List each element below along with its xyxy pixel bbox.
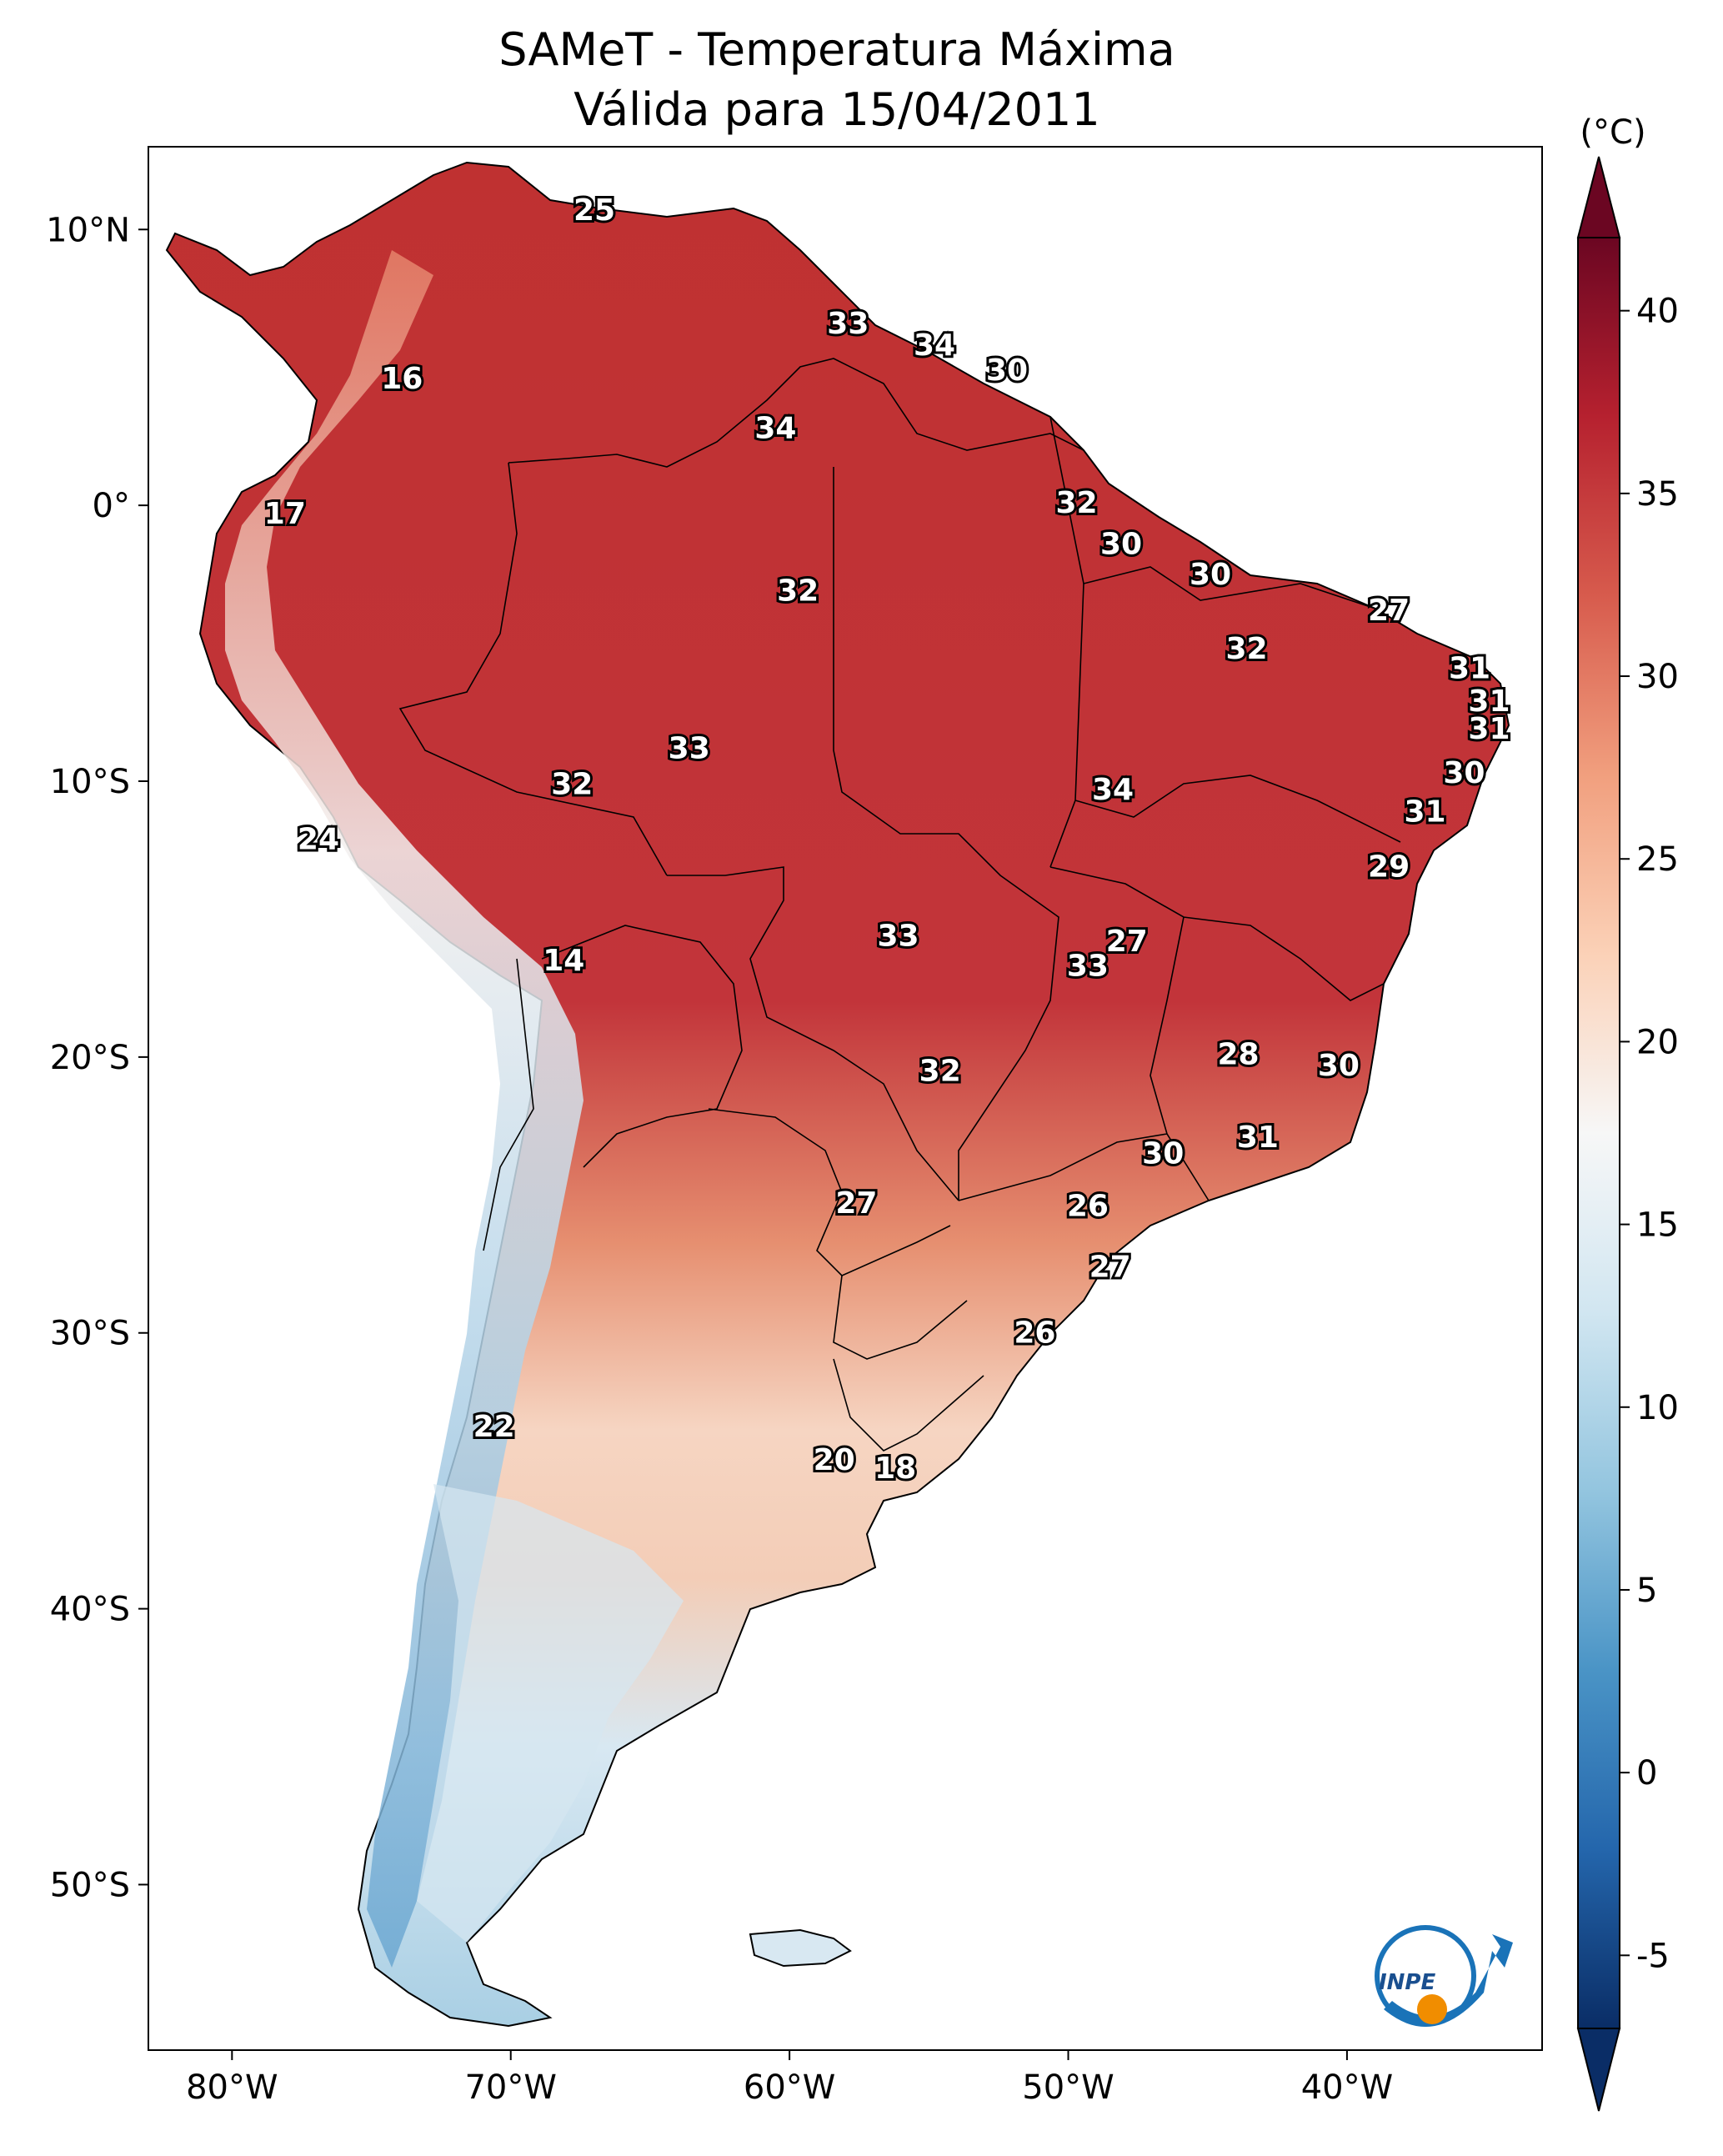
city-temperature-label: 34: [914, 328, 955, 363]
colorbar-tick-label: 25: [1636, 840, 1679, 879]
map-area: [148, 146, 1543, 2051]
lat-tick-label: 10°N: [46, 211, 130, 249]
lon-tick-label: 80°W: [186, 2068, 278, 2107]
logo-sun-icon: [1417, 1994, 1447, 2024]
colorbar-max-arrow: [1576, 156, 1621, 238]
city-temperature-label: 28: [1217, 1038, 1259, 1072]
city-temperature-label: 30: [1100, 527, 1142, 561]
city-temperature-label: 33: [877, 919, 919, 953]
city-temperature-label: 31: [1404, 795, 1445, 829]
colorbar-unit: (°C): [1580, 113, 1645, 152]
lat-tick-label: 40°S: [50, 1591, 130, 1629]
colorbar-tick-label: 10: [1636, 1389, 1679, 1427]
lat-tick-label: 0°: [93, 487, 130, 525]
city-temperature-label: 31: [1237, 1121, 1279, 1155]
colorbar-tick-label: 20: [1636, 1023, 1679, 1061]
andes-cold-band: [225, 250, 584, 1968]
lat-tick-label: 30°S: [50, 1315, 130, 1353]
city-temperature-label: 34: [754, 411, 796, 445]
title-line1: SAMeT - Temperatura Máxima: [498, 23, 1175, 76]
lon-tick-label: 70°W: [464, 2068, 556, 2107]
city-temperature-label: 26: [1014, 1316, 1055, 1351]
colorbar-tick-label: 15: [1636, 1206, 1679, 1245]
city-temperature-label: 29: [1368, 850, 1410, 885]
city-temperature-label: 22: [473, 1410, 515, 1444]
city-temperature-label: 27: [835, 1186, 877, 1221]
city-temperature-label: 30: [986, 353, 1028, 388]
city-temperature-label: 32: [777, 574, 819, 609]
colorbar-tick-label: -5: [1636, 1937, 1670, 1975]
country-borders: [398, 358, 1401, 1452]
colorbar-min-arrow: [1576, 2028, 1621, 2112]
lon-tick-label: 50°W: [1022, 2068, 1114, 2107]
lat-tick-label: 20°S: [50, 1039, 130, 1077]
colorbar-tick-label: 35: [1636, 475, 1679, 514]
city-temperature-label: 30: [1142, 1137, 1184, 1171]
inpe-logo: INPE: [1375, 1925, 1513, 2027]
colorbar-tick-label: 0: [1636, 1754, 1657, 1792]
falkland-islands: [749, 1928, 852, 1968]
colorbar-ticks: 40 35 30 25 20 15 10 5 0 -5: [1620, 293, 1679, 1975]
colorbar: (°C) 40 35 30 25 20 15 10 5 0 -5: [1576, 113, 1679, 2112]
city-temperature-label: 30: [1443, 756, 1485, 790]
city-temperature-label: 32: [1055, 486, 1097, 520]
city-temperature-label: 27: [1089, 1250, 1131, 1284]
lon-tick-label: 40°W: [1301, 2068, 1393, 2107]
lon-tick-label: 60°W: [744, 2068, 835, 2107]
logo-arrow-icon: [1384, 1934, 1513, 2027]
colorbar-tick-label: 40: [1636, 293, 1679, 331]
city-temperature-label: 16: [381, 362, 423, 396]
city-temperature-label: 31: [1468, 684, 1510, 719]
city-temperature-label: 30: [1318, 1049, 1360, 1083]
city-temperature-label: 27: [1368, 594, 1410, 628]
city-temperature-label: 33: [827, 307, 869, 341]
patagonia-cold-area: [417, 1484, 684, 1943]
colorbar-tick-label: 30: [1636, 658, 1679, 696]
city-temperature-label: 18: [874, 1452, 916, 1486]
city-temperature-label: 31: [1449, 651, 1490, 685]
city-temperature-label: 32: [551, 767, 593, 801]
longitude-ticks: 80°W 70°W 60°W 50°W 40°W: [186, 2050, 1393, 2107]
city-temperature-label: 26: [1067, 1190, 1109, 1224]
city-temperature-label: 20: [814, 1443, 855, 1477]
city-temperature-label: 33: [1067, 950, 1109, 984]
colorbar-tick-label: 5: [1636, 1572, 1657, 1610]
city-temperature-label: 30: [1190, 558, 1231, 592]
city-temperature-label: 34: [1092, 773, 1134, 807]
city-temperature-label: 14: [543, 944, 584, 978]
lat-tick-label: 50°S: [50, 1866, 130, 1904]
logo-text: INPE: [1379, 1970, 1435, 1995]
city-temperature-label: 25: [573, 193, 615, 228]
latitude-ticks: 10°N 0° 10°S 20°S 30°S 40°S 50°S: [46, 211, 148, 1904]
city-temperature-label: 24: [298, 822, 339, 856]
city-temperature-label: 31: [1468, 712, 1510, 746]
city-temperature-label: 33: [669, 731, 710, 765]
colorbar-bar: [1577, 237, 1620, 2029]
city-temperature-label: 17: [264, 497, 306, 531]
title-line2: Válida para 15/04/2011: [573, 83, 1099, 136]
city-temperature-label: 32: [1225, 632, 1267, 666]
city-temperature-label: 32: [919, 1054, 961, 1088]
map-frame: [148, 146, 1543, 2051]
lat-tick-label: 10°S: [50, 763, 130, 801]
city-temperature-label: 27: [1106, 925, 1148, 959]
